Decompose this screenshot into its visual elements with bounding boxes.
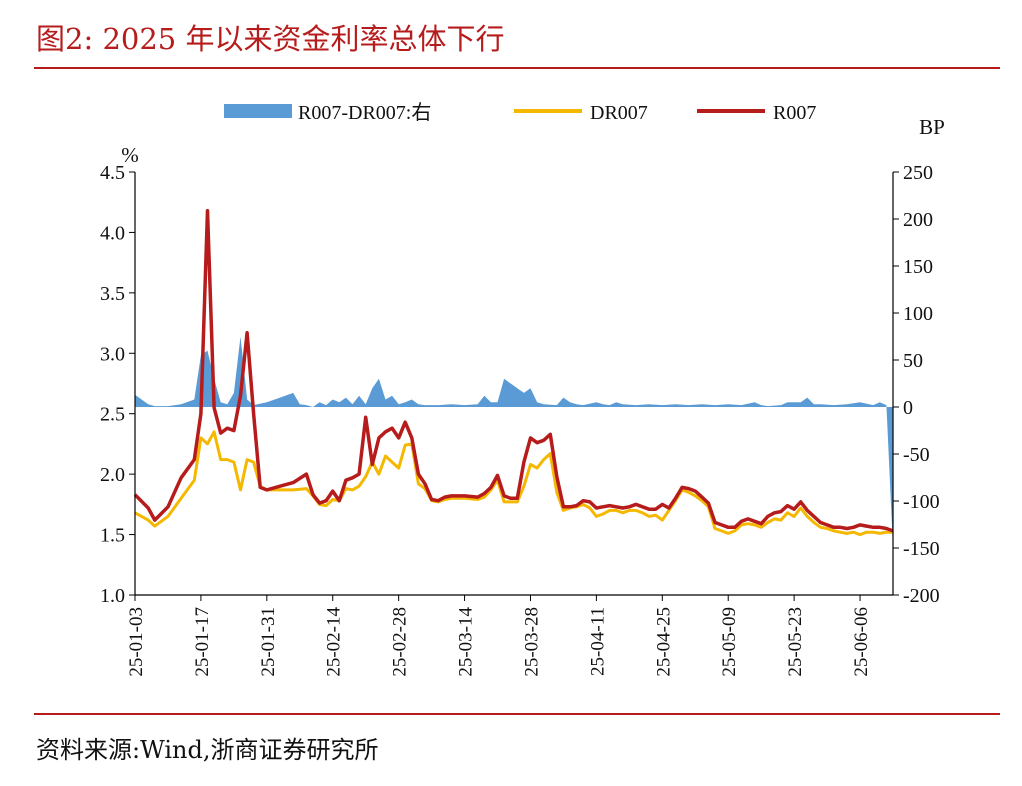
x-tick-label: 25-05-09	[719, 607, 740, 677]
x-tick-label: 25-02-14	[324, 607, 345, 677]
legend: R007-DR007:右 DR007 R007	[224, 101, 816, 124]
right-tick-label: 0	[903, 397, 913, 419]
axes: 1.0 1.5 2.0 2.5 3.0 3.5 4.0 4.5 -200 -150 -100 -50 0…	[100, 162, 940, 677]
footer-divider	[34, 713, 1000, 715]
right-tick-label: 150	[903, 256, 933, 278]
x-tick-label: 25-04-11	[587, 607, 608, 676]
legend-label-dr007: DR007	[590, 102, 648, 124]
r007-line	[133, 208, 894, 533]
right-tick-label: 250	[903, 162, 933, 184]
x-tick-label: 25-04-25	[653, 607, 674, 677]
x-tick-label: 25-01-03	[126, 607, 147, 677]
right-tick-label: -200	[903, 585, 940, 607]
dr007-line	[134, 430, 893, 537]
left-axis-unit: %	[121, 143, 139, 167]
right-axis-unit: BP	[919, 115, 945, 139]
left-tick-label: 4.0	[100, 222, 125, 244]
left-tick-label: 1.0	[100, 585, 125, 607]
left-tick-label: 3.5	[100, 283, 125, 305]
lines-layer	[133, 208, 894, 537]
x-tick-label: 25-02-28	[390, 607, 411, 677]
x-tick-label: 25-01-31	[258, 607, 279, 677]
x-tick-label: 25-06-06	[851, 607, 872, 677]
legend-label-spread: R007-DR007:右	[298, 101, 431, 124]
right-tick-label: -100	[903, 491, 940, 513]
left-tick-label: 1.5	[100, 525, 125, 547]
right-tick-label: -150	[903, 538, 940, 560]
x-tick-label: 25-01-17	[192, 607, 213, 677]
right-tick-label: 100	[903, 303, 933, 325]
left-tick-label: 2.5	[100, 404, 125, 426]
source-note: 资料来源:Wind,浙商证券研究所	[36, 736, 379, 764]
right-tick-label: 200	[903, 209, 933, 231]
title-divider	[34, 67, 1000, 69]
left-tick-label: 4.5	[100, 162, 125, 184]
right-tick-label: -50	[903, 444, 930, 466]
legend-label-r007: R007	[773, 102, 816, 124]
legend-swatch-spread	[224, 104, 292, 118]
page-title: 图2: 2025 年以来资金利率总体下行	[36, 22, 505, 56]
x-tick-label: 25-05-23	[785, 607, 806, 677]
left-tick-label: 3.0	[100, 343, 125, 365]
x-tick-label: 25-03-14	[456, 607, 477, 677]
x-tick-label: 25-03-28	[521, 607, 542, 677]
right-tick-label: 50	[903, 350, 923, 372]
left-tick-label: 2.0	[100, 464, 125, 486]
